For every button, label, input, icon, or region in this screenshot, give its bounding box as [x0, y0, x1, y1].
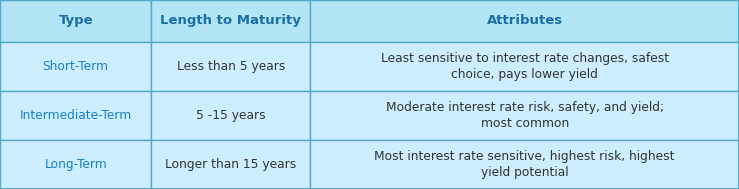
Bar: [151, 0, 310, 42]
Bar: [310, 42, 739, 91]
Text: Less than 5 years: Less than 5 years: [177, 60, 285, 73]
Text: Longer than 15 years: Longer than 15 years: [166, 158, 296, 171]
Text: Attributes: Attributes: [486, 14, 563, 27]
Text: Type: Type: [58, 14, 93, 27]
Bar: [0, 42, 151, 91]
Text: Least sensitive to interest rate changes, safest
choice, pays lower yield: Least sensitive to interest rate changes…: [381, 52, 669, 81]
Text: 5 -15 years: 5 -15 years: [196, 109, 266, 122]
Text: Moderate interest rate risk, safety, and yield;
most common: Moderate interest rate risk, safety, and…: [386, 101, 664, 130]
Text: Intermediate-Term: Intermediate-Term: [20, 109, 132, 122]
Bar: [310, 0, 739, 42]
Bar: [0, 91, 151, 140]
Bar: [0, 0, 151, 42]
Bar: [151, 91, 310, 140]
Text: Long-Term: Long-Term: [44, 158, 107, 171]
Text: Most interest rate sensitive, highest risk, highest
yield potential: Most interest rate sensitive, highest ri…: [375, 150, 675, 179]
Bar: [151, 42, 310, 91]
Bar: [310, 140, 739, 189]
Bar: [151, 140, 310, 189]
Bar: [0, 140, 151, 189]
Text: Short-Term: Short-Term: [43, 60, 109, 73]
Text: Length to Maturity: Length to Maturity: [160, 14, 302, 27]
Bar: [310, 91, 739, 140]
